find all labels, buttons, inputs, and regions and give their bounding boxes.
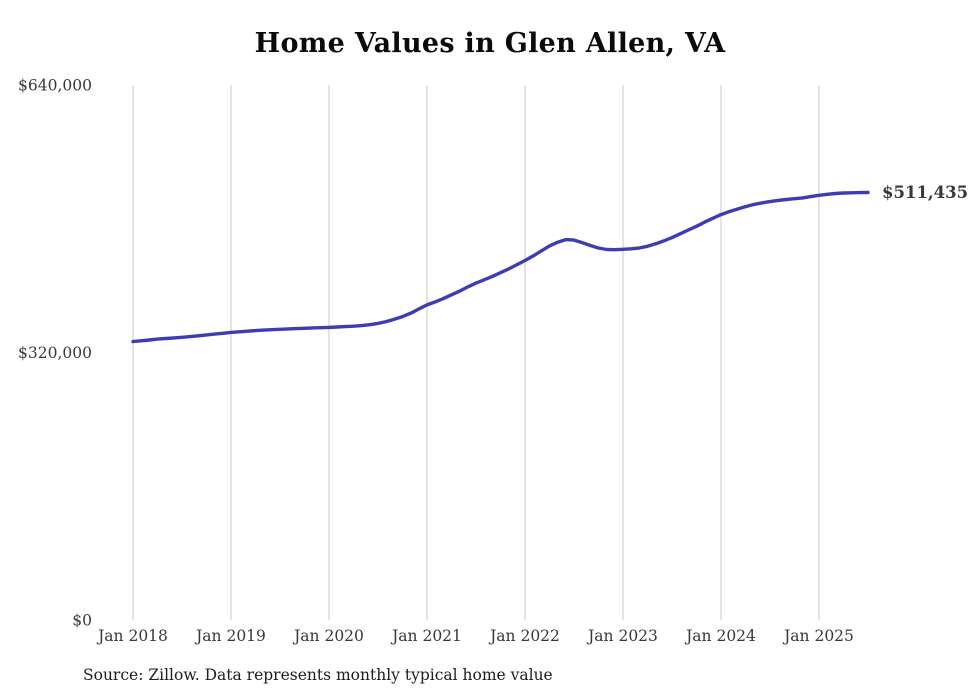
x-tick-label: Jan 2018 — [96, 627, 168, 645]
end-value-label: $511,435 — [882, 183, 968, 202]
source-note: Source: Zillow. Data represents monthly … — [83, 666, 553, 684]
x-tick-label: Jan 2020 — [292, 627, 364, 645]
y-tick-label: $320,000 — [18, 344, 92, 362]
x-tick-label: Jan 2024 — [684, 627, 756, 645]
x-tick-label: Jan 2021 — [390, 627, 462, 645]
x-tick-label: Jan 2022 — [488, 627, 560, 645]
x-tick-label: Jan 2023 — [586, 627, 658, 645]
y-tick-label: $640,000 — [18, 77, 92, 95]
x-tick-label: Jan 2025 — [782, 627, 854, 645]
series-line — [131, 190, 870, 344]
x-tick-label: Jan 2019 — [194, 627, 266, 645]
y-tick-label: $0 — [72, 612, 92, 630]
chart-title: Home Values in Glen Allen, VA — [254, 28, 726, 59]
